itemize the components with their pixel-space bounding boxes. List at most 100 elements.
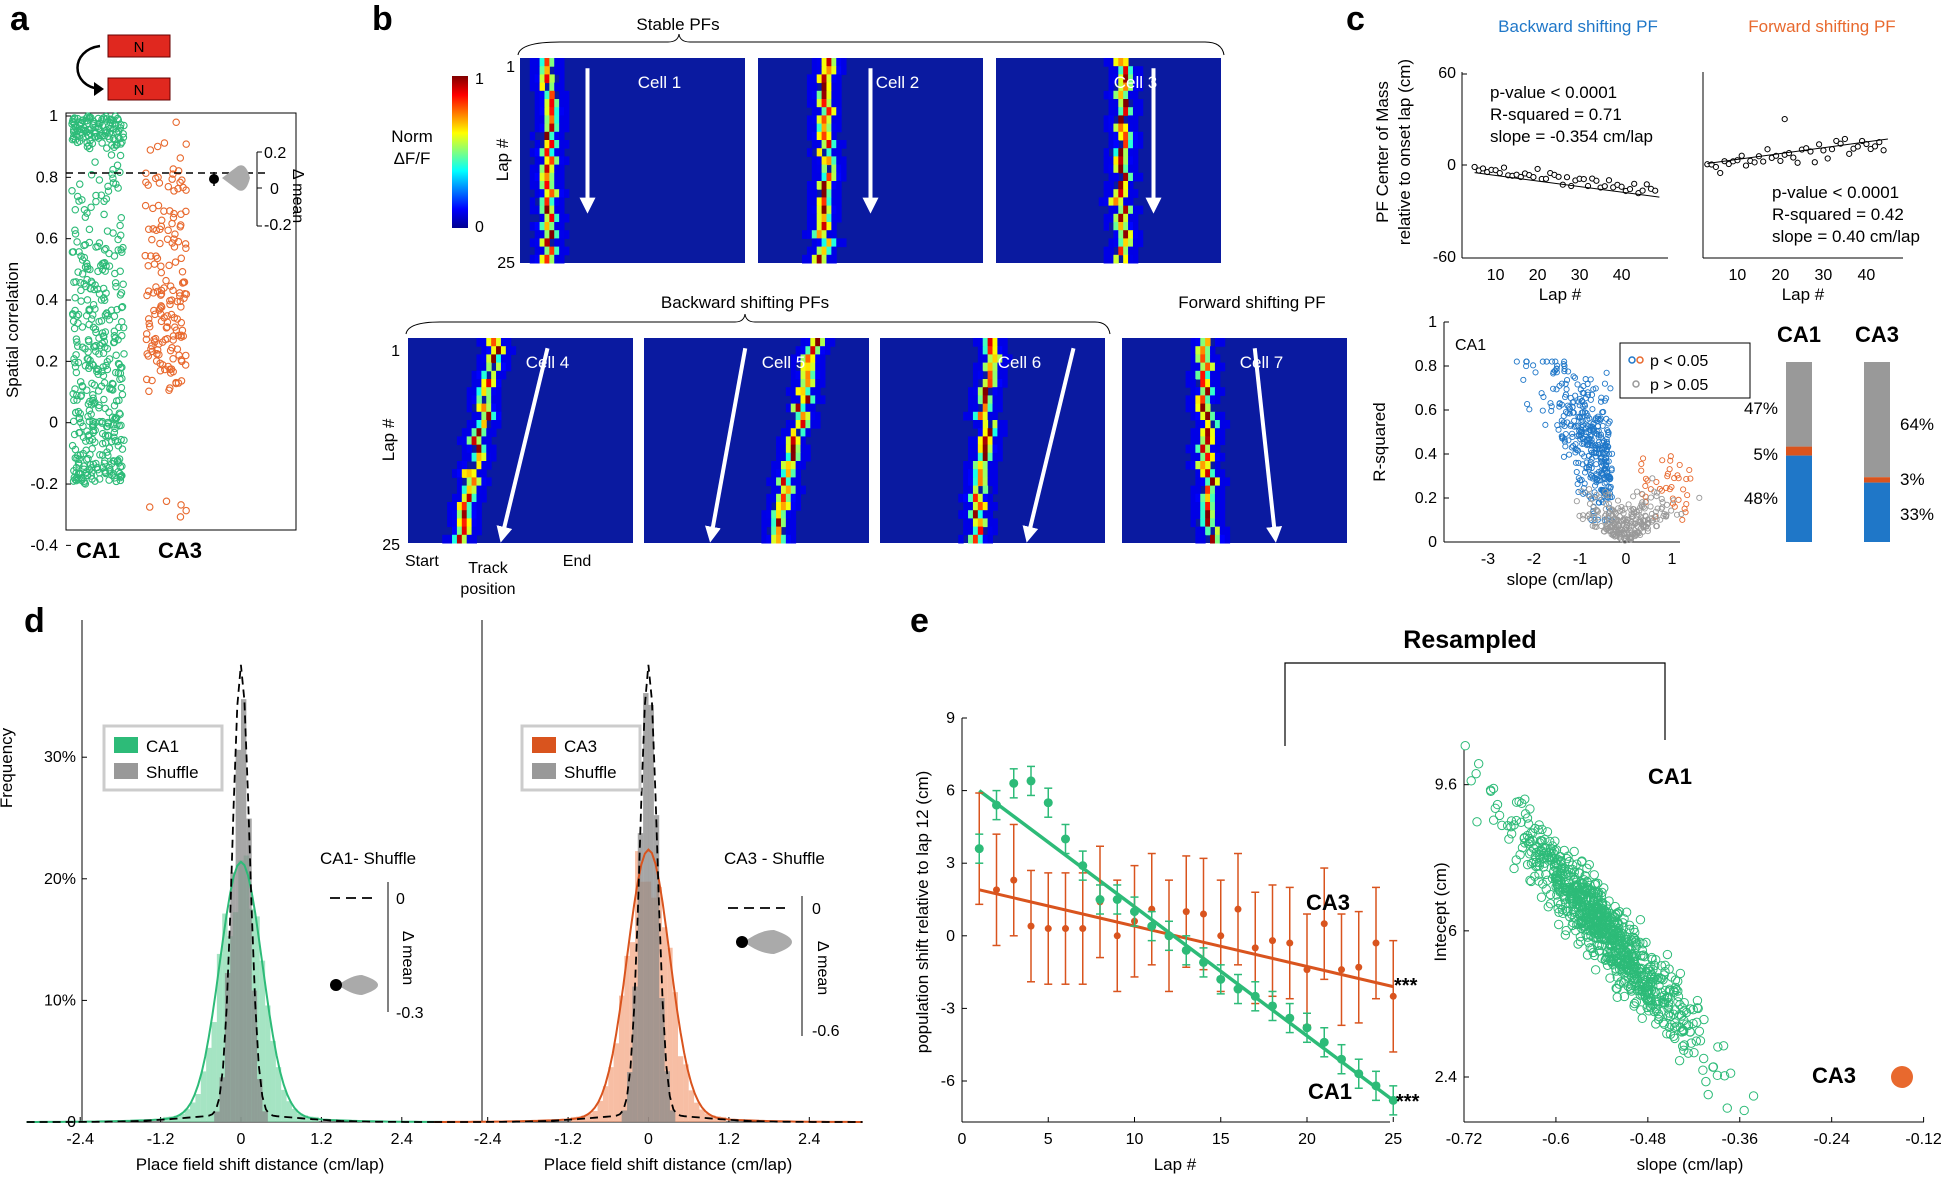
c-scatter-blue [1603, 458, 1610, 465]
e-ytick: 0 [946, 928, 955, 945]
c-fwd-point [1828, 146, 1836, 153]
heatmap-cell [1214, 362, 1221, 372]
heatmap-cell [1123, 246, 1129, 256]
heatmap-cell [821, 197, 827, 207]
e-scatter-point [1460, 741, 1470, 751]
d-right-bar [672, 992, 678, 1122]
heatmap-cell [977, 362, 984, 372]
heatmap-cell [785, 518, 792, 528]
heatmap-cell [972, 485, 979, 495]
heatmap-cell [968, 469, 974, 478]
heatmap-cell [1214, 395, 1221, 405]
c-scatter-blue [1538, 390, 1545, 397]
c-scatter-blue [1603, 450, 1610, 457]
heatmap-cell [1108, 246, 1114, 256]
heatmap-cell [471, 518, 477, 528]
c-scatter-orange [1687, 475, 1694, 482]
b-stable-title: Stable PFs [636, 15, 719, 34]
heatmap-cell [1108, 66, 1114, 75]
c-scatter-blue [1559, 433, 1566, 440]
heatmap-cell [977, 493, 984, 503]
a-point-ca1 [72, 368, 81, 377]
heatmap-cell [496, 346, 502, 355]
heatmap-cell [461, 444, 468, 454]
heatmap-cell [826, 246, 832, 256]
heatmap-cell [1195, 387, 1201, 396]
heatmap-cell [992, 403, 998, 413]
c-scatter-orange [1675, 496, 1682, 503]
heatmap-cell [815, 370, 821, 380]
a-point-ca3 [170, 313, 179, 322]
heatmap-cell [963, 510, 969, 519]
heatmap-cell [997, 444, 1003, 454]
heatmap-cell [1200, 436, 1206, 446]
heatmap-cell [539, 107, 545, 116]
c-fwd-point [1760, 158, 1767, 165]
heatmap-cell [776, 534, 782, 544]
heatmap-cell [476, 477, 482, 487]
heatmap-cell [1113, 156, 1119, 166]
heatmap-cell [491, 379, 497, 388]
c-bar-blue [1864, 482, 1890, 542]
d-right-shuffle-bar [643, 693, 649, 1122]
heatmap-cell [790, 362, 797, 372]
heatmap-cell [992, 461, 998, 470]
a-point-ca1 [87, 410, 95, 418]
c-scatter-orange [1680, 486, 1687, 493]
heatmap-cell-label: Cell 2 [876, 73, 919, 92]
a-ytick-label: 0.4 [36, 292, 58, 309]
a-point-ca1 [88, 360, 97, 369]
heatmap-cell [539, 213, 545, 223]
a-inset-tick-1: 0 [270, 181, 279, 198]
c-fwd-point [1725, 160, 1732, 168]
heatmap-cell [810, 362, 816, 372]
heatmap-cell [790, 510, 797, 519]
c-scatter-gray [1678, 510, 1685, 518]
heatmap-cell [1128, 213, 1134, 223]
heatmap-cell [1132, 123, 1139, 133]
heatmap-cell [968, 444, 974, 454]
heatmap-cell [810, 338, 816, 347]
e-ca3-point [1303, 966, 1311, 974]
heatmap-cell [1118, 66, 1124, 75]
c-scatter-blue [1513, 358, 1520, 365]
heatmap-cell [1113, 189, 1119, 198]
c-back-point [1618, 183, 1625, 190]
heatmap-cell [1205, 379, 1211, 388]
e-left-ylabel: population shift relative to lap 12 (cm) [913, 771, 932, 1054]
heatmap-cell [785, 485, 792, 495]
heatmap-cell [811, 140, 818, 149]
heatmap-cell [559, 254, 565, 264]
c-scatter-blue [1603, 395, 1610, 402]
heatmap-cell [1224, 534, 1231, 544]
c-fwd-point [1734, 157, 1741, 164]
heatmap-cell-label: Cell 4 [526, 353, 569, 372]
a-point-ca1 [102, 195, 111, 203]
a-ytick-label: 0.8 [36, 169, 58, 186]
d-right-legend-shuffle: Shuffle [564, 763, 617, 782]
heatmap-cell [1123, 205, 1129, 215]
c-scatter-gray [1658, 505, 1665, 512]
e-scatter-point [1607, 934, 1617, 945]
heatmap-cell [836, 172, 842, 182]
d-right-shuffle-bar [669, 1110, 676, 1122]
e-scatter-point [1597, 900, 1608, 910]
e-scatter-point [1560, 930, 1571, 940]
heatmap-cell [456, 436, 463, 446]
heatmap-cell [800, 420, 806, 429]
c-back-point [1479, 165, 1487, 172]
e-scatter-point [1713, 1042, 1723, 1052]
c-scatter-orange [1642, 482, 1649, 490]
c-scatter-gray [1647, 494, 1655, 501]
heatmap-cell [790, 428, 797, 437]
heatmap-cell [831, 213, 837, 223]
c-back-point [1643, 181, 1650, 188]
c-scatter-blue [1520, 376, 1527, 383]
d-left-legend-shuffle: Shuffle [146, 763, 199, 782]
c-scatter-blue [1556, 403, 1563, 410]
heatmap-cell [972, 477, 979, 487]
heatmap-cell [1118, 90, 1124, 100]
heatmap-cell [987, 526, 993, 536]
heatmap-cell [997, 362, 1003, 372]
a-point-ca3 [160, 284, 168, 292]
